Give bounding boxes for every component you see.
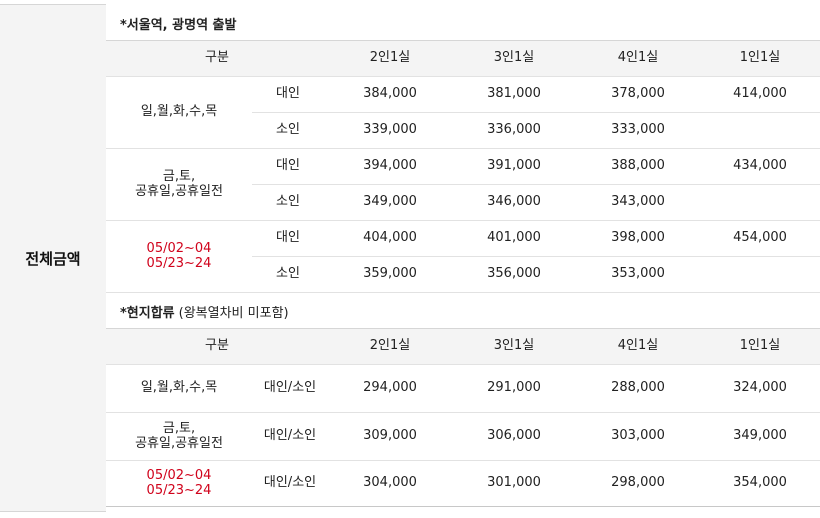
price-quad: 343,000: [576, 184, 701, 221]
age-type: 소인: [252, 256, 329, 293]
age-type: 대인/소인: [252, 412, 329, 461]
header-twin: 2인1실: [328, 328, 453, 365]
period-label: 금,토, 공휴일,공휴일전: [106, 148, 252, 221]
table-header-row: 구분 2인1실 3인1실 4인1실 1인1실: [106, 328, 820, 365]
age-type: 대인: [252, 76, 329, 113]
price-quad: 333,000: [576, 112, 701, 149]
table-row: 금,토, 공휴일,공휴일전 대인/소인 309,000 306,000 303,000 34…: [106, 412, 820, 461]
table-row: 일,월,화,수,목 대인/소인 294,000 291,000 288,000 324,0…: [106, 364, 820, 413]
price-table-local: 구분 2인1실 3인1실 4인1실 1인1실 일,월,화,수,목 대인/소인 294…: [106, 328, 820, 507]
period-label-line: 금,토,: [162, 420, 196, 436]
price-quad: 303,000: [576, 412, 701, 461]
table-row: 05/02~04 05/23~24 대인/소인 304,000 301,000 298,0…: [106, 460, 820, 507]
price-triple: 356,000: [452, 256, 577, 293]
price-single: [700, 112, 820, 149]
period-label-line: 05/02~04: [146, 467, 212, 483]
price-single: [700, 256, 820, 293]
table-header-row: 구분 2인1실 3인1실 4인1실 1인1실: [106, 40, 820, 77]
age-type: 대인/소인: [252, 364, 329, 413]
period-label-line: 05/02~04: [146, 240, 212, 256]
table-row: 일,월,화,수,목 대인 384,000 381,000 378,000 414,000: [106, 76, 820, 149]
price-single: 434,000: [700, 148, 820, 185]
price-twin: 404,000: [328, 220, 453, 257]
header-single: 1인1실: [700, 40, 820, 77]
price-triple: 306,000: [452, 412, 577, 461]
table-row: 소인 349,000 346,000 343,000: [106, 184, 820, 221]
table-row: 금,토, 공휴일,공휴일전 대인 394,000 391,000 388,000 434,0…: [106, 148, 820, 221]
table-row: 소인 359,000 356,000 353,000: [106, 256, 820, 293]
price-triple: 391,000: [452, 148, 577, 185]
age-type: 대인: [252, 220, 329, 257]
section-title-seoul: *서울역, 광명역 출발: [120, 18, 237, 33]
price-single: 349,000: [700, 412, 820, 461]
table-row: 소인 339,000 336,000 333,000: [106, 112, 820, 149]
price-twin: 349,000: [328, 184, 453, 221]
price-twin: 359,000: [328, 256, 453, 293]
price-quad: 388,000: [576, 148, 701, 185]
price-quad: 398,000: [576, 220, 701, 257]
header-twin: 2인1실: [328, 40, 453, 77]
price-content: *서울역, 광명역 출발 구분 2인1실 3인1실 4인1실 1인1실 일,월,…: [106, 0, 820, 518]
price-twin: 304,000: [328, 460, 453, 507]
price-twin: 294,000: [328, 364, 453, 413]
age-type: 대인: [252, 148, 329, 185]
header-category: 구분: [106, 328, 329, 365]
price-triple: 336,000: [452, 112, 577, 149]
price-triple: 301,000: [452, 460, 577, 507]
period-label: 일,월,화,수,목: [106, 76, 252, 149]
header-triple: 3인1실: [452, 328, 577, 365]
price-triple: 381,000: [452, 76, 577, 113]
price-twin: 394,000: [328, 148, 453, 185]
age-type: 소인: [252, 184, 329, 221]
price-single: 454,000: [700, 220, 820, 257]
section-title-local: *현지합류 (왕복열차비 미포함): [120, 306, 289, 321]
price-single: 324,000: [700, 364, 820, 413]
price-quad: 288,000: [576, 364, 701, 413]
period-label-line: 일,월,화,수,목: [140, 380, 218, 396]
period-label-line: 05/23~24: [146, 482, 212, 498]
price-single: 414,000: [700, 76, 820, 113]
price-table-seoul: 구분 2인1실 3인1실 4인1실 1인1실 일,월,화,수,목 대인 384,00…: [106, 40, 820, 293]
header-single: 1인1실: [700, 328, 820, 365]
price-twin: 384,000: [328, 76, 453, 113]
row-header-cell: 전체금액: [0, 4, 106, 512]
price-single: 354,000: [700, 460, 820, 507]
header-quad: 4인1실: [576, 328, 701, 365]
header-category: 구분: [106, 40, 329, 77]
period-label: 금,토, 공휴일,공휴일전: [106, 412, 252, 461]
price-triple: 346,000: [452, 184, 577, 221]
period-label-line: 공휴일,공휴일전: [135, 183, 223, 199]
price-triple: 291,000: [452, 364, 577, 413]
period-label-line: 공휴일,공휴일전: [135, 435, 223, 451]
price-triple: 401,000: [452, 220, 577, 257]
header-triple: 3인1실: [452, 40, 577, 77]
row-header-label: 전체금액: [25, 249, 81, 268]
header-quad: 4인1실: [576, 40, 701, 77]
period-label: 05/02~04 05/23~24: [106, 460, 252, 507]
period-label-line: 05/23~24: [146, 255, 212, 271]
period-label-line: 일,월,화,수,목: [140, 104, 218, 120]
age-type: 대인/소인: [252, 460, 329, 507]
price-twin: 309,000: [328, 412, 453, 461]
price-quad: 298,000: [576, 460, 701, 507]
price-single: [700, 184, 820, 221]
period-label: 05/02~04 05/23~24: [106, 220, 252, 293]
table-row: 05/02~04 05/23~24 대인 404,000 401,000 398,000 4…: [106, 220, 820, 293]
age-type: 소인: [252, 112, 329, 149]
period-label: 일,월,화,수,목: [106, 364, 252, 413]
price-quad: 353,000: [576, 256, 701, 293]
period-label-line: 금,토,: [162, 168, 196, 184]
price-quad: 378,000: [576, 76, 701, 113]
price-twin: 339,000: [328, 112, 453, 149]
